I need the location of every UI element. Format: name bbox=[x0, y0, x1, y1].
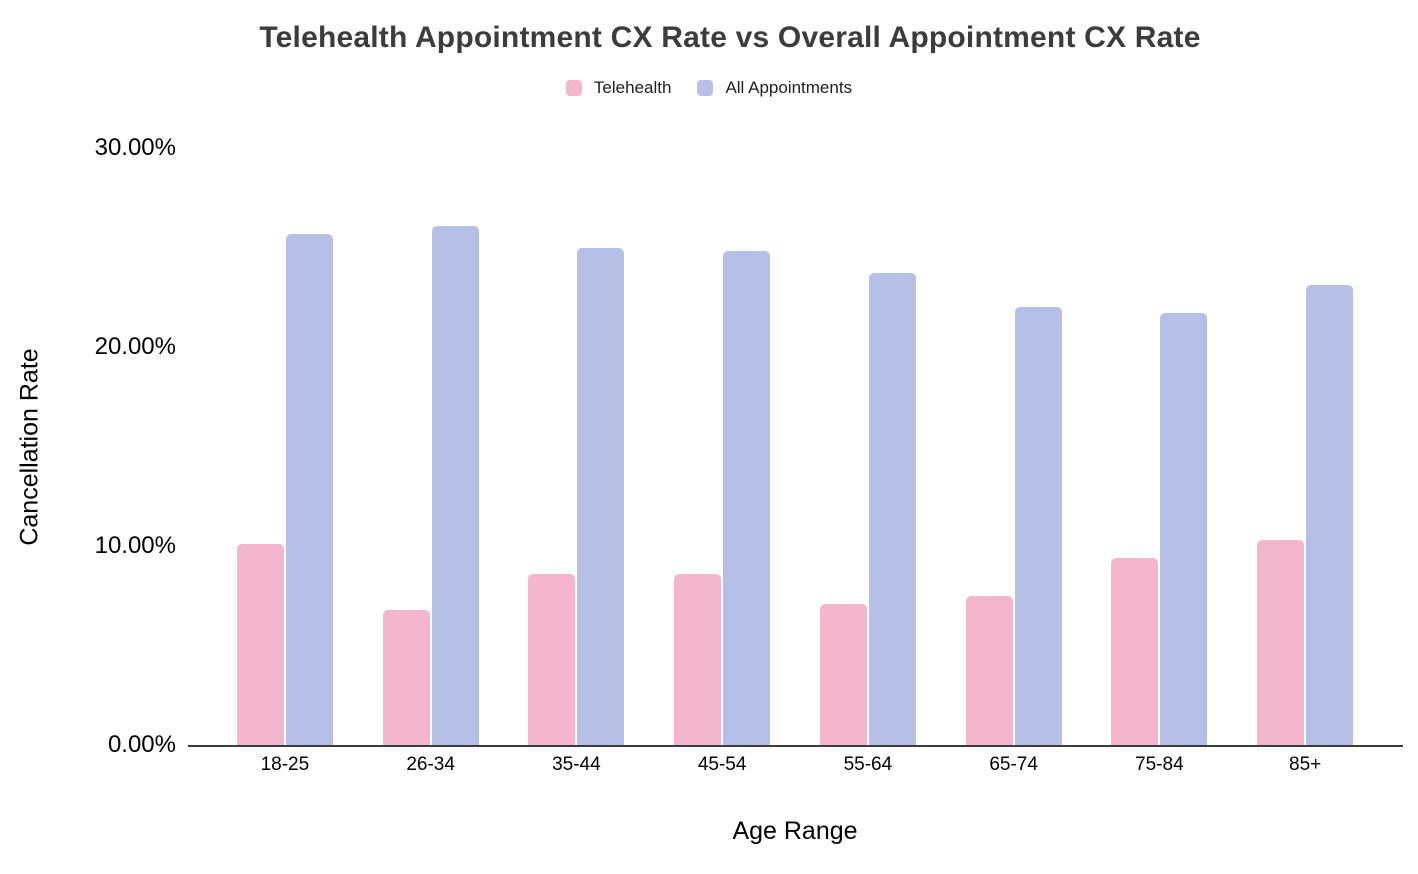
bar-telehealth-18-25 bbox=[236, 544, 284, 745]
bar-group-75-84 bbox=[1087, 148, 1233, 745]
bar-all-appointments-55-64 bbox=[868, 273, 916, 745]
legend-swatch-telehealth-icon bbox=[565, 80, 582, 96]
y-axis-title: Cancellation Rate bbox=[15, 348, 44, 546]
bar-telehealth-35-44 bbox=[528, 573, 576, 745]
bar-group-65-74 bbox=[941, 148, 1087, 745]
legend-item-telehealth: Telehealth bbox=[565, 78, 672, 98]
y-tick-label-30: 30.00% bbox=[94, 134, 176, 161]
bar-all-appointments-75-84 bbox=[1160, 313, 1208, 745]
bar-telehealth-75-84 bbox=[1111, 557, 1159, 745]
legend-label-all-appointments: All Appointments bbox=[725, 78, 853, 97]
x-tick-label-65-74: 65-74 bbox=[989, 754, 1038, 775]
bar-group-85 bbox=[1232, 148, 1378, 745]
x-tick-label-85: 85+ bbox=[1289, 754, 1322, 775]
legend-swatch-all-appointments-icon bbox=[697, 80, 714, 96]
bar-group-18-25 bbox=[212, 148, 358, 745]
bar-all-appointments-45-54 bbox=[723, 251, 771, 745]
y-tick-label-10: 10.00% bbox=[94, 532, 176, 559]
bar-all-appointments-18-25 bbox=[285, 233, 333, 745]
bar-telehealth-26-34 bbox=[382, 609, 430, 745]
bar-telehealth-65-74 bbox=[965, 595, 1013, 745]
x-tick-label-45-54: 45-54 bbox=[697, 754, 747, 775]
y-tick-label-0: 0.00% bbox=[107, 731, 176, 758]
legend: Telehealth All Appointments bbox=[0, 78, 1418, 98]
bar-group-55-64 bbox=[795, 148, 941, 745]
bar-all-appointments-65-74 bbox=[1014, 307, 1062, 745]
x-axis-title: Age Range bbox=[732, 817, 858, 845]
x-tick-label-35-44: 35-44 bbox=[552, 754, 601, 775]
bar-telehealth-85 bbox=[1257, 540, 1305, 745]
x-axis-line bbox=[188, 745, 1403, 747]
bar-telehealth-55-64 bbox=[819, 603, 867, 745]
bar-group-45-54 bbox=[649, 148, 795, 745]
y-tick-label-20: 20.00% bbox=[94, 333, 176, 360]
chart-title: Telehealth Appointment CX Rate vs Overal… bbox=[259, 21, 1201, 54]
bar-telehealth-45-54 bbox=[674, 573, 722, 745]
x-tick-label-18-25: 18-25 bbox=[260, 754, 310, 775]
x-tick-label-26-34: 26-34 bbox=[406, 754, 455, 775]
x-tick-label-75-84: 75-84 bbox=[1135, 754, 1184, 775]
x-tick-label-55-64: 55-64 bbox=[843, 754, 893, 775]
bar-all-appointments-26-34 bbox=[431, 225, 479, 745]
plot-area bbox=[212, 148, 1378, 745]
bar-group-35-44 bbox=[504, 148, 650, 745]
legend-label-telehealth: Telehealth bbox=[593, 78, 672, 97]
bar-all-appointments-35-44 bbox=[577, 247, 625, 745]
bar-group-26-34 bbox=[358, 148, 504, 745]
y-tick-column: 0.00% 10.00% 20.00% 30.00% bbox=[80, 134, 176, 758]
legend-item-all-appointments: All Appointments bbox=[697, 78, 852, 98]
x-tick-row: 18-25 26-34 35-44 45-54 55-64 65-74 75-84 85+ bbox=[212, 753, 1378, 777]
bar-all-appointments-85 bbox=[1306, 285, 1354, 745]
